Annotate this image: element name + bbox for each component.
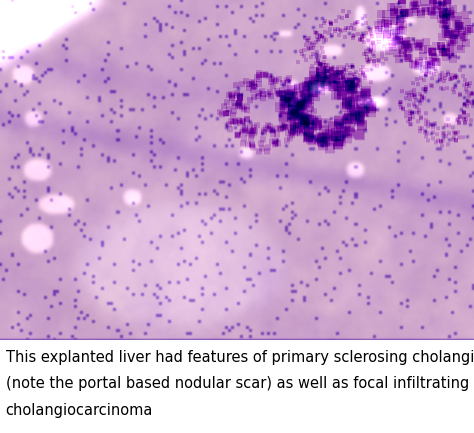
Text: (note the portal based nodular scar) as well as focal infiltrating: (note the portal based nodular scar) as … [6, 376, 469, 391]
Text: cholangiocarcinoma: cholangiocarcinoma [6, 403, 153, 418]
Text: This explanted liver had features of primary sclerosing cholangitis: This explanted liver had features of pri… [6, 350, 474, 365]
